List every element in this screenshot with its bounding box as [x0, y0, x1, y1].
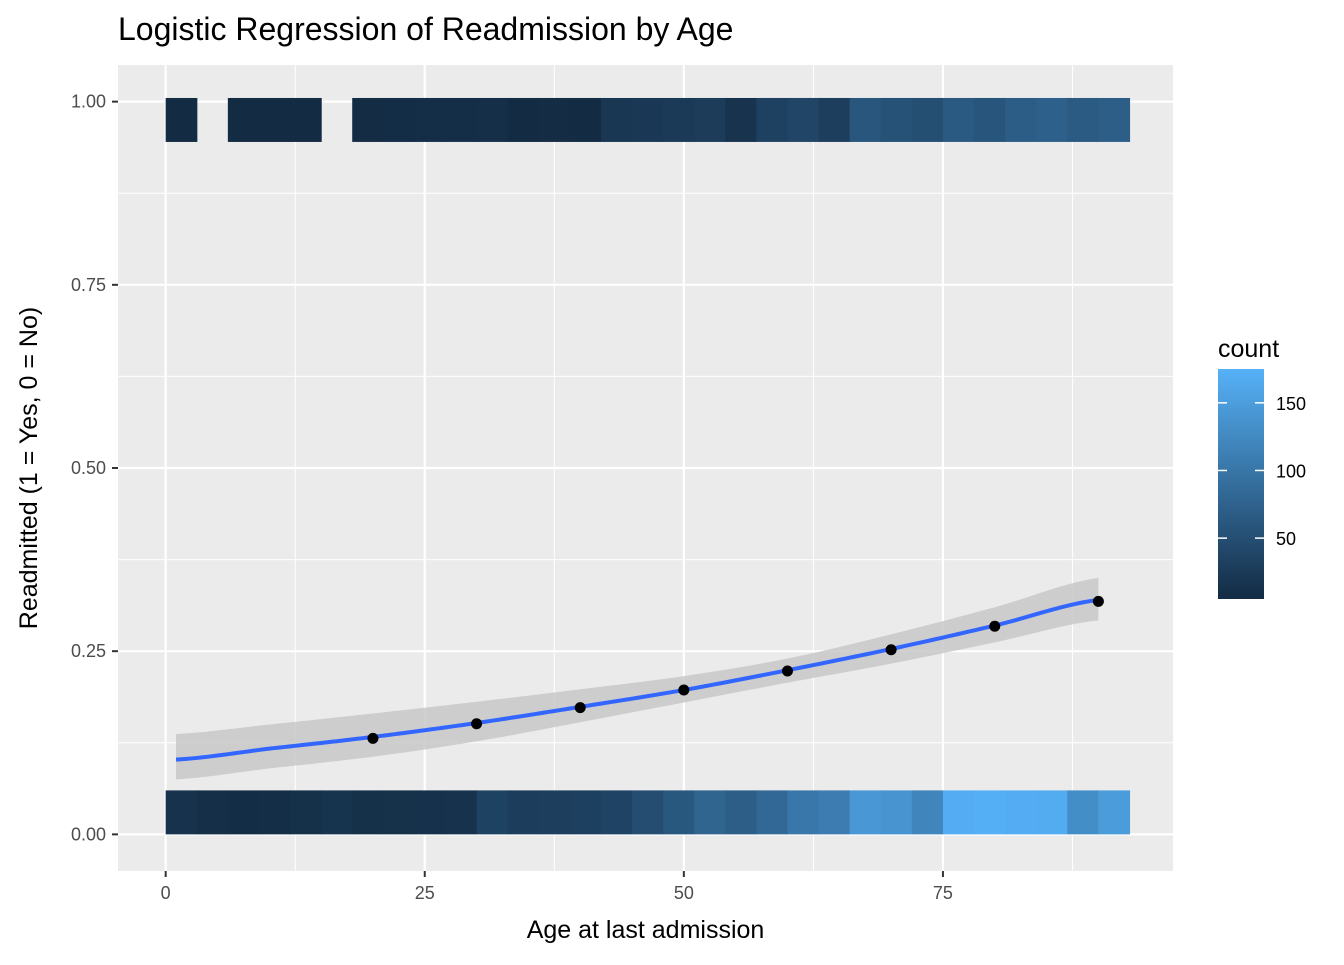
x-tick-label: 50: [674, 883, 694, 903]
heat-bin: [974, 790, 1006, 835]
heat-bin: [725, 790, 757, 835]
heat-bin: [383, 790, 415, 835]
heat-bin: [911, 790, 944, 835]
heat-bin: [787, 790, 820, 835]
data-point: [678, 684, 690, 696]
heat-bin: [942, 97, 975, 142]
heat-bin: [258, 97, 291, 142]
heat-bin: [818, 97, 851, 142]
heat-bin: [165, 97, 198, 142]
heat-bin: [1005, 790, 1037, 835]
heat-bin: [632, 790, 664, 835]
heat-bin: [1036, 790, 1068, 835]
data-point: [781, 665, 793, 677]
heat-bin: [476, 790, 509, 835]
y-tick-label: 1.00: [71, 92, 106, 112]
data-point: [885, 644, 897, 656]
heat-bin: [1067, 790, 1099, 835]
data-point: [574, 702, 586, 714]
legend-color-bar: [1218, 369, 1264, 599]
heat-bin: [196, 790, 229, 835]
heat-bin: [694, 97, 726, 142]
heat-bin: [227, 790, 260, 835]
heat-bin: [756, 790, 789, 835]
data-points: [367, 595, 1104, 744]
heat-bin: [414, 790, 447, 835]
y-tick-label: 0.50: [71, 458, 106, 478]
heat-bin: [445, 790, 478, 835]
y-axis: 0.00 0.25 0.50 0.75 1.00: [71, 92, 118, 844]
heat-bin: [227, 97, 260, 142]
heat-bin: [414, 97, 447, 142]
legend: count 50 100 150: [1218, 335, 1306, 599]
fit-line: [175, 597, 1099, 762]
heat-bin: [569, 97, 602, 142]
x-tick-label: 0: [161, 883, 171, 903]
confidence-ribbon: [176, 577, 1099, 780]
heat-bin: [663, 97, 695, 142]
x-axis: 0 25 50 75: [161, 871, 953, 903]
heat-bin: [849, 97, 882, 142]
heat-bin: [725, 97, 757, 142]
heat-bin: [880, 97, 913, 142]
heat-bin: [569, 790, 602, 835]
heat-bin: [694, 790, 726, 835]
legend-tick-label: 150: [1276, 394, 1306, 414]
legend-title: count: [1218, 335, 1279, 363]
heat-bin: [290, 790, 322, 835]
x-tick-label: 75: [933, 883, 953, 903]
heat-bin: [321, 790, 353, 835]
heat-bin: [974, 97, 1006, 142]
heat-bin: [383, 97, 415, 142]
heat-bin: [818, 790, 851, 835]
heat-bin: [258, 790, 291, 835]
heat-bin: [632, 97, 664, 142]
heat-bin: [1036, 97, 1068, 142]
heat-bin: [538, 790, 571, 835]
heat-strip-readmitted-1: [165, 97, 1131, 142]
y-tick-label: 0.25: [71, 641, 106, 661]
heat-bin: [538, 97, 571, 142]
data-point: [471, 718, 483, 730]
heat-bin: [942, 790, 975, 835]
legend-tick-label: 100: [1276, 461, 1306, 481]
heat-bin: [352, 97, 384, 142]
y-tick-label: 0.75: [71, 275, 106, 295]
heat-bin: [352, 790, 384, 835]
heat-bin: [1098, 97, 1131, 142]
heat-bin: [756, 97, 789, 142]
heat-bin: [445, 97, 478, 142]
heat-strip-readmitted-0: [165, 790, 1131, 835]
heat-bin: [1098, 790, 1131, 835]
heat-bin: [911, 97, 944, 142]
legend-tick-label: 50: [1276, 529, 1296, 549]
heat-bin: [600, 97, 633, 142]
chart-title: Logistic Regression of Readmission by Ag…: [118, 11, 733, 47]
heat-bin: [1067, 97, 1099, 142]
heat-bin: [849, 790, 882, 835]
y-tick-label: 0.00: [71, 824, 106, 844]
heat-bin: [165, 790, 198, 835]
heat-bin: [290, 97, 322, 142]
legend-ticks: 50 100 150: [1218, 394, 1306, 549]
heat-bin: [787, 97, 820, 142]
heat-bin: [1005, 97, 1037, 142]
heat-bin: [600, 790, 633, 835]
heat-bin: [663, 790, 695, 835]
heat-bin: [507, 790, 540, 835]
data-point: [989, 620, 1001, 632]
heat-bin: [880, 790, 913, 835]
heat-bin: [507, 97, 540, 142]
data-point: [367, 732, 379, 744]
x-tick-label: 25: [415, 883, 435, 903]
data-point: [1092, 595, 1104, 607]
heat-bin: [476, 97, 509, 142]
y-axis-title: Readmitted (1 = Yes, 0 = No): [15, 307, 43, 629]
x-axis-title: Age at last admission: [527, 916, 765, 944]
